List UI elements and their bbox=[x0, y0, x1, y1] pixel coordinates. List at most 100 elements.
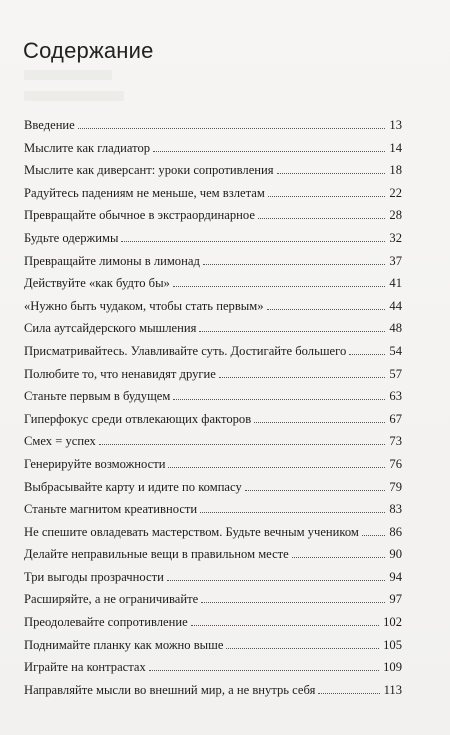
dot-leader bbox=[226, 647, 380, 649]
toc-entry: Радуйтесь падениям не меньше, чем взлета… bbox=[24, 185, 402, 208]
toc-entry-page: 83 bbox=[389, 502, 402, 517]
toc-entry: Будьте одержимы 32 bbox=[24, 230, 402, 253]
toc-entry-title: Превращайте обычное в экстраординарное bbox=[24, 208, 255, 223]
toc-entry-page: 48 bbox=[389, 321, 402, 336]
toc-entry: Станьте первым в будущем 63 bbox=[24, 388, 402, 411]
toc-entry-title: Станьте первым в будущем bbox=[24, 389, 171, 404]
toc-entry-page: 37 bbox=[389, 253, 402, 268]
dot-leader bbox=[77, 128, 386, 129]
dot-leader bbox=[201, 602, 386, 604]
dot-leader bbox=[202, 263, 386, 265]
dot-leader bbox=[218, 376, 386, 378]
toc-entry-title: Делайте неправильные вещи в правильном м… bbox=[24, 547, 289, 562]
dot-leader bbox=[291, 557, 386, 559]
toc-entry-page: 105 bbox=[383, 637, 402, 652]
toc-entry-title: Расширяйте, а не ограничивайте bbox=[24, 592, 199, 607]
toc-entry: Мыслите как гладиатор 14 bbox=[24, 140, 402, 163]
table-of-contents: Введение 13 Мыслите как гладиатор 14 Мыс… bbox=[24, 117, 402, 704]
toc-entry: Направляйте мысли во внешний мир, а не в… bbox=[24, 682, 402, 705]
dot-leader bbox=[153, 150, 386, 152]
faded-text-smudge bbox=[24, 91, 124, 101]
toc-entry-title: Преодолевайте сопротивление bbox=[24, 615, 188, 630]
toc-entry: Играйте на контрастах 109 bbox=[24, 659, 402, 682]
toc-entry-title: Станьте магнитом креативности bbox=[24, 502, 198, 517]
dot-leader bbox=[98, 444, 386, 446]
toc-entry-page: 113 bbox=[383, 682, 402, 697]
toc-entry: «Нужно быть чудаком, чтобы стать первым»… bbox=[24, 298, 402, 321]
dot-leader bbox=[199, 331, 386, 333]
toc-entry-page: 67 bbox=[389, 411, 402, 426]
toc-entry-title: Присматривайтесь. Улавливайте суть. Дост… bbox=[24, 343, 347, 358]
toc-entry: Поднимайте планку как можно выше 105 bbox=[24, 637, 402, 660]
toc-entry: Расширяйте, а не ограничивайте 97 bbox=[24, 591, 402, 614]
toc-entry-title: Полюбите то, что ненавидят другие bbox=[24, 366, 216, 381]
toc-entry-page: 32 bbox=[389, 230, 402, 245]
toc-entry-title: Смех = успех bbox=[24, 434, 96, 449]
toc-entry-page: 18 bbox=[389, 163, 402, 178]
dot-leader bbox=[190, 625, 380, 627]
toc-entry: Три выгоды прозрачности 94 bbox=[24, 569, 402, 592]
toc-entry-page: 109 bbox=[383, 660, 402, 675]
toc-entry-title: Превращайте лимоны в лимонад bbox=[24, 253, 200, 268]
dot-leader bbox=[148, 670, 380, 672]
toc-entry-page: 54 bbox=[389, 343, 402, 358]
toc-entry: Генерируйте возможности 76 bbox=[24, 456, 402, 479]
dot-leader bbox=[168, 466, 386, 468]
toc-entry-title: Гиперфокус среди отвлекающих факторов bbox=[24, 411, 252, 426]
toc-entry: Гиперфокус среди отвлекающих факторов 67 bbox=[24, 411, 402, 434]
toc-entry-title: Не спешите овладевать мастерством. Будьт… bbox=[24, 524, 359, 539]
toc-entry-page: 94 bbox=[389, 569, 402, 584]
toc-entry: Мыслите как диверсант: уроки сопротивлен… bbox=[24, 162, 402, 185]
toc-entry: Делайте неправильные вещи в правильном м… bbox=[24, 546, 402, 569]
toc-entry: Преодолевайте сопротивление 102 bbox=[24, 614, 402, 637]
toc-entry-page: 102 bbox=[383, 615, 402, 630]
toc-entry-page: 86 bbox=[389, 524, 402, 539]
toc-entry-title: Сила аутсайдерского мышления bbox=[24, 321, 197, 336]
dot-leader bbox=[172, 286, 386, 288]
toc-entry: Станьте магнитом креативности 83 bbox=[24, 501, 402, 524]
toc-entry-title: Будьте одержимы bbox=[24, 230, 119, 245]
toc-entry-title: Мыслите как гладиатор bbox=[24, 140, 151, 155]
toc-entry-page: 63 bbox=[389, 389, 402, 404]
toc-entry-page: 44 bbox=[389, 298, 402, 313]
toc-entry: Превращайте лимоны в лимонад 37 bbox=[24, 253, 402, 276]
toc-entry-title: Направляйте мысли во внешний мир, а не в… bbox=[24, 682, 316, 697]
toc-entry: Не спешите овладевать мастерством. Будьт… bbox=[24, 524, 402, 547]
toc-entry-title: Поднимайте планку как можно выше bbox=[24, 637, 224, 652]
dot-leader bbox=[121, 240, 386, 242]
dot-leader bbox=[257, 218, 386, 220]
toc-entry-page: 14 bbox=[389, 140, 402, 155]
toc-entry-page: 13 bbox=[389, 118, 402, 132]
toc-entry-page: 28 bbox=[389, 208, 402, 223]
dot-leader bbox=[173, 399, 386, 401]
faded-text-smudge bbox=[24, 70, 112, 80]
dot-leader bbox=[267, 195, 386, 197]
toc-entry-page: 79 bbox=[389, 479, 402, 494]
dot-leader bbox=[361, 534, 386, 536]
toc-entry: Присматривайтесь. Улавливайте суть. Дост… bbox=[24, 343, 402, 366]
toc-entry-title: Выбрасывайте карту и идите по компасу bbox=[24, 479, 242, 494]
toc-entry: Выбрасывайте карту и идите по компасу 79 bbox=[24, 479, 402, 502]
toc-entry: Полюбите то, что ненавидят другие 57 bbox=[24, 366, 402, 389]
page-title: Содержание bbox=[23, 38, 154, 63]
toc-entry-title: Мыслите как диверсант: уроки сопротивлен… bbox=[24, 163, 274, 178]
toc-entry: Сила аутсайдерского мышления 48 bbox=[24, 320, 402, 343]
toc-entry: Смех = успех 73 bbox=[24, 433, 402, 456]
toc-entry-title: Три выгоды прозрачности bbox=[24, 569, 164, 584]
toc-entry: Действуйте «как будто бы» 41 bbox=[24, 275, 402, 298]
toc-entry-title: «Нужно быть чудаком, чтобы стать первым» bbox=[24, 298, 264, 313]
dot-leader bbox=[254, 421, 386, 423]
dot-leader bbox=[200, 512, 386, 514]
toc-entry-page: 76 bbox=[389, 456, 402, 471]
toc-entry-title: Действуйте «как будто бы» bbox=[24, 276, 170, 291]
toc-entry-title: Введение bbox=[24, 118, 75, 132]
dot-leader bbox=[244, 489, 386, 491]
dot-leader bbox=[318, 692, 380, 694]
toc-entry: Превращайте обычное в экстраординарное 2… bbox=[24, 207, 402, 230]
dot-leader bbox=[166, 579, 386, 581]
dot-leader bbox=[276, 173, 386, 175]
toc-entry-page: 57 bbox=[389, 366, 402, 381]
toc-entry-title: Радуйтесь падениям не меньше, чем взлета… bbox=[24, 185, 265, 200]
toc-entry-title: Генерируйте возможности bbox=[24, 456, 166, 471]
